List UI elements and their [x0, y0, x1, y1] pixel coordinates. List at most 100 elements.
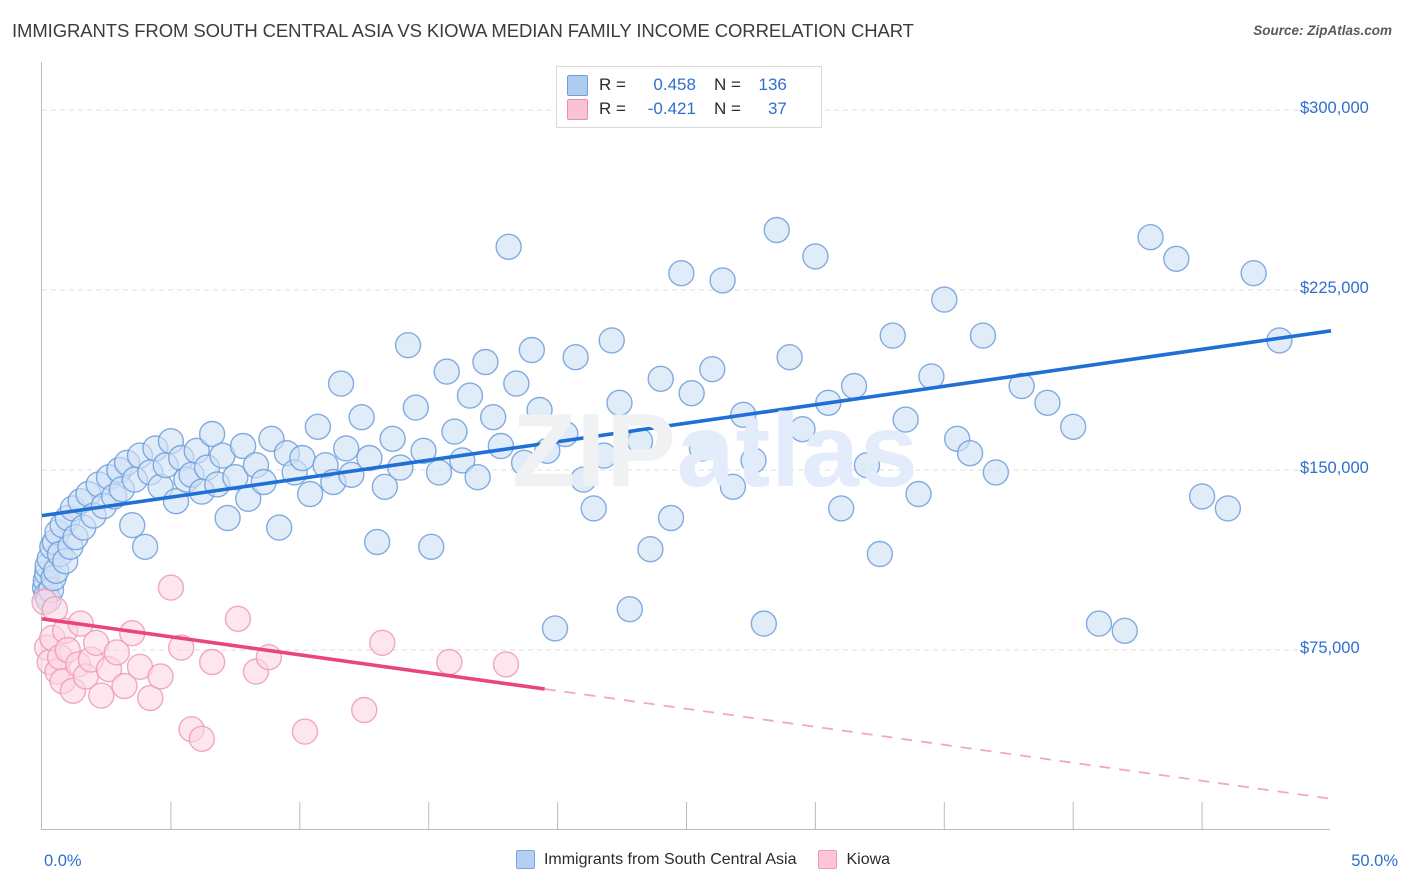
data-point: [291, 718, 319, 745]
series-label-kiowa: Kiowa: [846, 850, 891, 868]
data-point: [740, 447, 767, 474]
data-point: [1240, 259, 1267, 287]
data-point: [222, 464, 249, 491]
trendline-dashed-extrapolation: [544, 688, 1332, 800]
data-point: [866, 540, 894, 568]
data-point: [436, 648, 463, 676]
data-point: [709, 267, 736, 294]
data-point: [168, 634, 195, 661]
x-axis-min-label: 0.0%: [44, 852, 82, 870]
data-point: [776, 344, 803, 371]
trendline-immigrants: [41, 329, 1332, 518]
data-point: [229, 432, 257, 460]
plot-area: [31, 62, 1332, 830]
data-point: [1085, 610, 1113, 637]
data-point: [827, 495, 855, 522]
chart-header: IMMIGRANTS FROM SOUTH CENTRAL ASIA VS KI…: [0, 0, 1406, 48]
data-point: [1137, 223, 1164, 251]
y-axis-tick-label: $225,000: [1300, 279, 1369, 297]
data-point: [763, 216, 790, 244]
data-point: [198, 420, 226, 448]
data-point: [214, 504, 241, 532]
trendline-solid: [41, 329, 1332, 518]
data-point: [541, 615, 569, 642]
data-point: [356, 444, 383, 472]
data-point: [616, 596, 643, 623]
data-point: [296, 480, 324, 508]
series-legend-item-kiowa[interactable]: Kiowa: [818, 850, 890, 869]
data-point: [379, 425, 406, 452]
data-point: [598, 327, 625, 354]
data-point: [1111, 617, 1138, 644]
data-point: [1034, 389, 1061, 416]
correlation-legend: R = 0.458 N = 136 R = -0.421 N = 37: [556, 66, 822, 128]
data-points-kiowa: [31, 574, 520, 752]
data-point: [369, 629, 396, 656]
series-swatch-immigrants-icon: [515, 850, 535, 869]
correlation-row-kiowa: R = -0.421 N = 37: [567, 97, 811, 121]
data-point: [304, 413, 332, 440]
data-point: [892, 406, 919, 433]
data-point: [88, 682, 115, 709]
data-point: [487, 432, 515, 460]
data-point: [969, 322, 997, 349]
data-point: [802, 243, 829, 270]
data-point: [425, 459, 453, 486]
data-point: [402, 394, 430, 421]
data-point: [699, 356, 726, 383]
data-point: [464, 464, 491, 491]
data-point: [905, 480, 932, 508]
series-swatch-kiowa-icon: [818, 850, 838, 869]
scatter-plot-canvas: [31, 109, 1332, 830]
data-point: [137, 684, 164, 712]
data-point: [526, 396, 553, 424]
page-title: IMMIGRANTS FROM SOUTH CENTRAL ASIA VS KI…: [12, 20, 914, 41]
data-point: [1059, 413, 1087, 440]
data-point: [590, 442, 618, 469]
data-point: [637, 536, 664, 563]
data-point: [394, 332, 422, 359]
data-point: [433, 358, 460, 385]
data-point: [1214, 495, 1242, 522]
correlation-row-immigrants: R = 0.458 N = 136: [567, 73, 811, 97]
data-point: [931, 286, 958, 313]
n-label-immigrants: N =: [713, 75, 741, 94]
data-point: [503, 370, 530, 397]
r-value-kiowa: -0.421: [647, 99, 696, 118]
data-point: [647, 365, 674, 392]
data-point: [157, 574, 185, 601]
r-value-immigrants: 0.458: [653, 75, 696, 94]
data-points-immigrants: [31, 216, 1293, 644]
data-point: [719, 473, 747, 500]
data-point: [479, 404, 507, 431]
data-point: [982, 459, 1010, 486]
r-label-immigrants: R =: [599, 75, 626, 94]
data-point: [387, 454, 414, 481]
y-axis-tick-label: $75,000: [1300, 639, 1360, 657]
data-point: [879, 322, 906, 349]
data-point: [131, 533, 159, 560]
data-point: [789, 416, 816, 443]
data-point: [688, 435, 716, 462]
data-point: [472, 348, 499, 376]
y-axis-tick-label: $300,000: [1300, 99, 1369, 117]
data-point: [348, 404, 375, 431]
data-point: [510, 449, 538, 476]
series-legend-item-immigrants[interactable]: Immigrants from South Central Asia: [515, 850, 796, 869]
data-point: [1188, 483, 1216, 510]
legend-swatch-immigrants-icon: [567, 74, 588, 96]
data-point: [492, 651, 520, 678]
n-label-kiowa: N =: [713, 99, 741, 118]
data-point: [351, 696, 378, 724]
data-point: [657, 504, 685, 532]
x-axis-max-label: 50.0%: [1351, 852, 1398, 870]
data-point: [198, 648, 226, 676]
data-point: [111, 672, 138, 700]
series-legend: Immigrants from South Central Asia Kiowa: [0, 850, 1406, 869]
data-point: [495, 233, 522, 261]
data-point: [750, 610, 778, 637]
data-point: [606, 389, 633, 416]
x-axis-ticks: [170, 802, 1203, 830]
data-point: [224, 605, 252, 632]
data-point: [371, 473, 399, 500]
